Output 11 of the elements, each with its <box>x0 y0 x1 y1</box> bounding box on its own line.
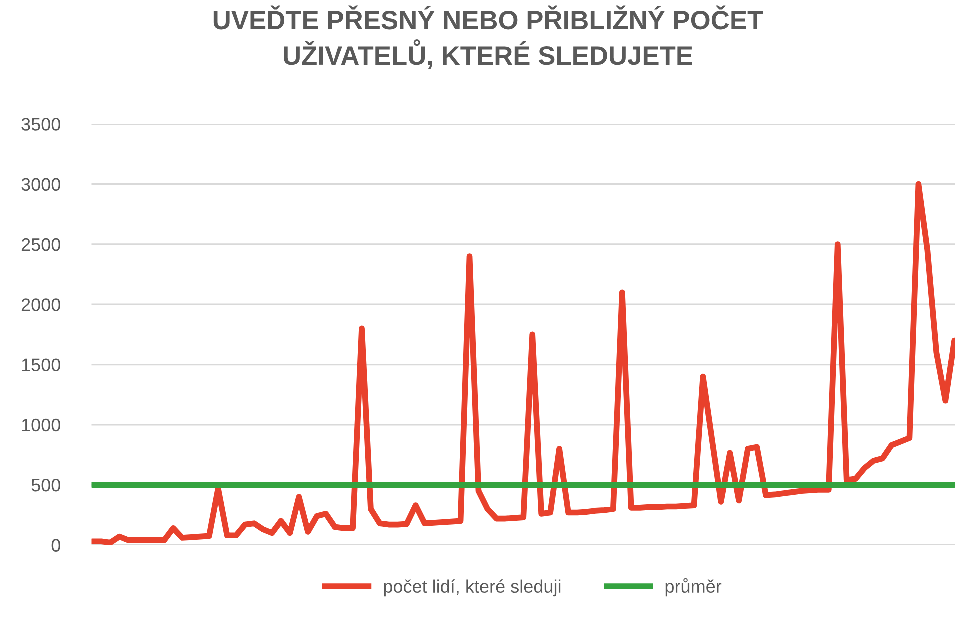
y-tick-label: 0 <box>52 539 60 552</box>
y-tick-label: 3000 <box>22 178 60 192</box>
y-tick-label: 2000 <box>22 298 60 312</box>
y-tick-label: 2500 <box>22 238 60 252</box>
y-tick-label: 1500 <box>22 358 60 372</box>
chart-title: UVEĎTE PŘESNÝ NEBO PŘIBLIŽNÝ POČET UŽIVATELŮ, KTERÉ SLEDUJETE <box>214 6 764 70</box>
legend-label: počet lidí, které sleduji <box>384 580 561 597</box>
legend-label: průměr <box>666 578 722 597</box>
y-tick-label: 500 <box>32 479 60 492</box>
y-tick-label: 3500 <box>22 118 60 131</box>
y-tick-label: 1000 <box>22 418 60 432</box>
